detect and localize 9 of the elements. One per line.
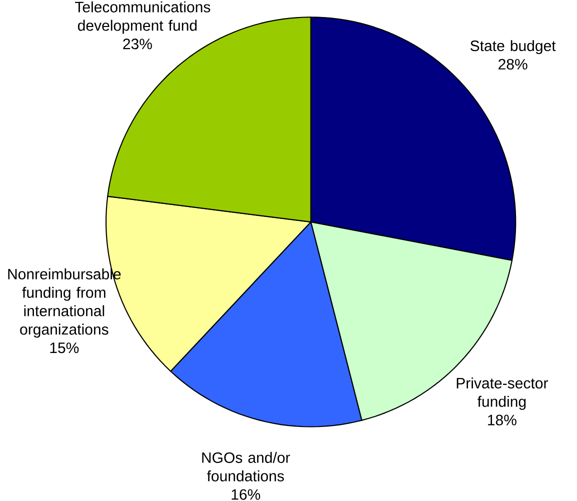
slice-label: Private-sector funding <box>456 377 548 410</box>
slice-label: NGOs and/or foundations <box>202 452 290 482</box>
data-label: 15% <box>50 342 79 354</box>
slice-label: State budget <box>470 40 556 54</box>
slice-label: Telecommunications development fund <box>75 1 210 34</box>
data-label: 18% <box>488 414 516 426</box>
data-label: 23% <box>123 38 152 50</box>
data-label: 16% <box>232 489 260 500</box>
data-label: 28% <box>498 58 528 70</box>
